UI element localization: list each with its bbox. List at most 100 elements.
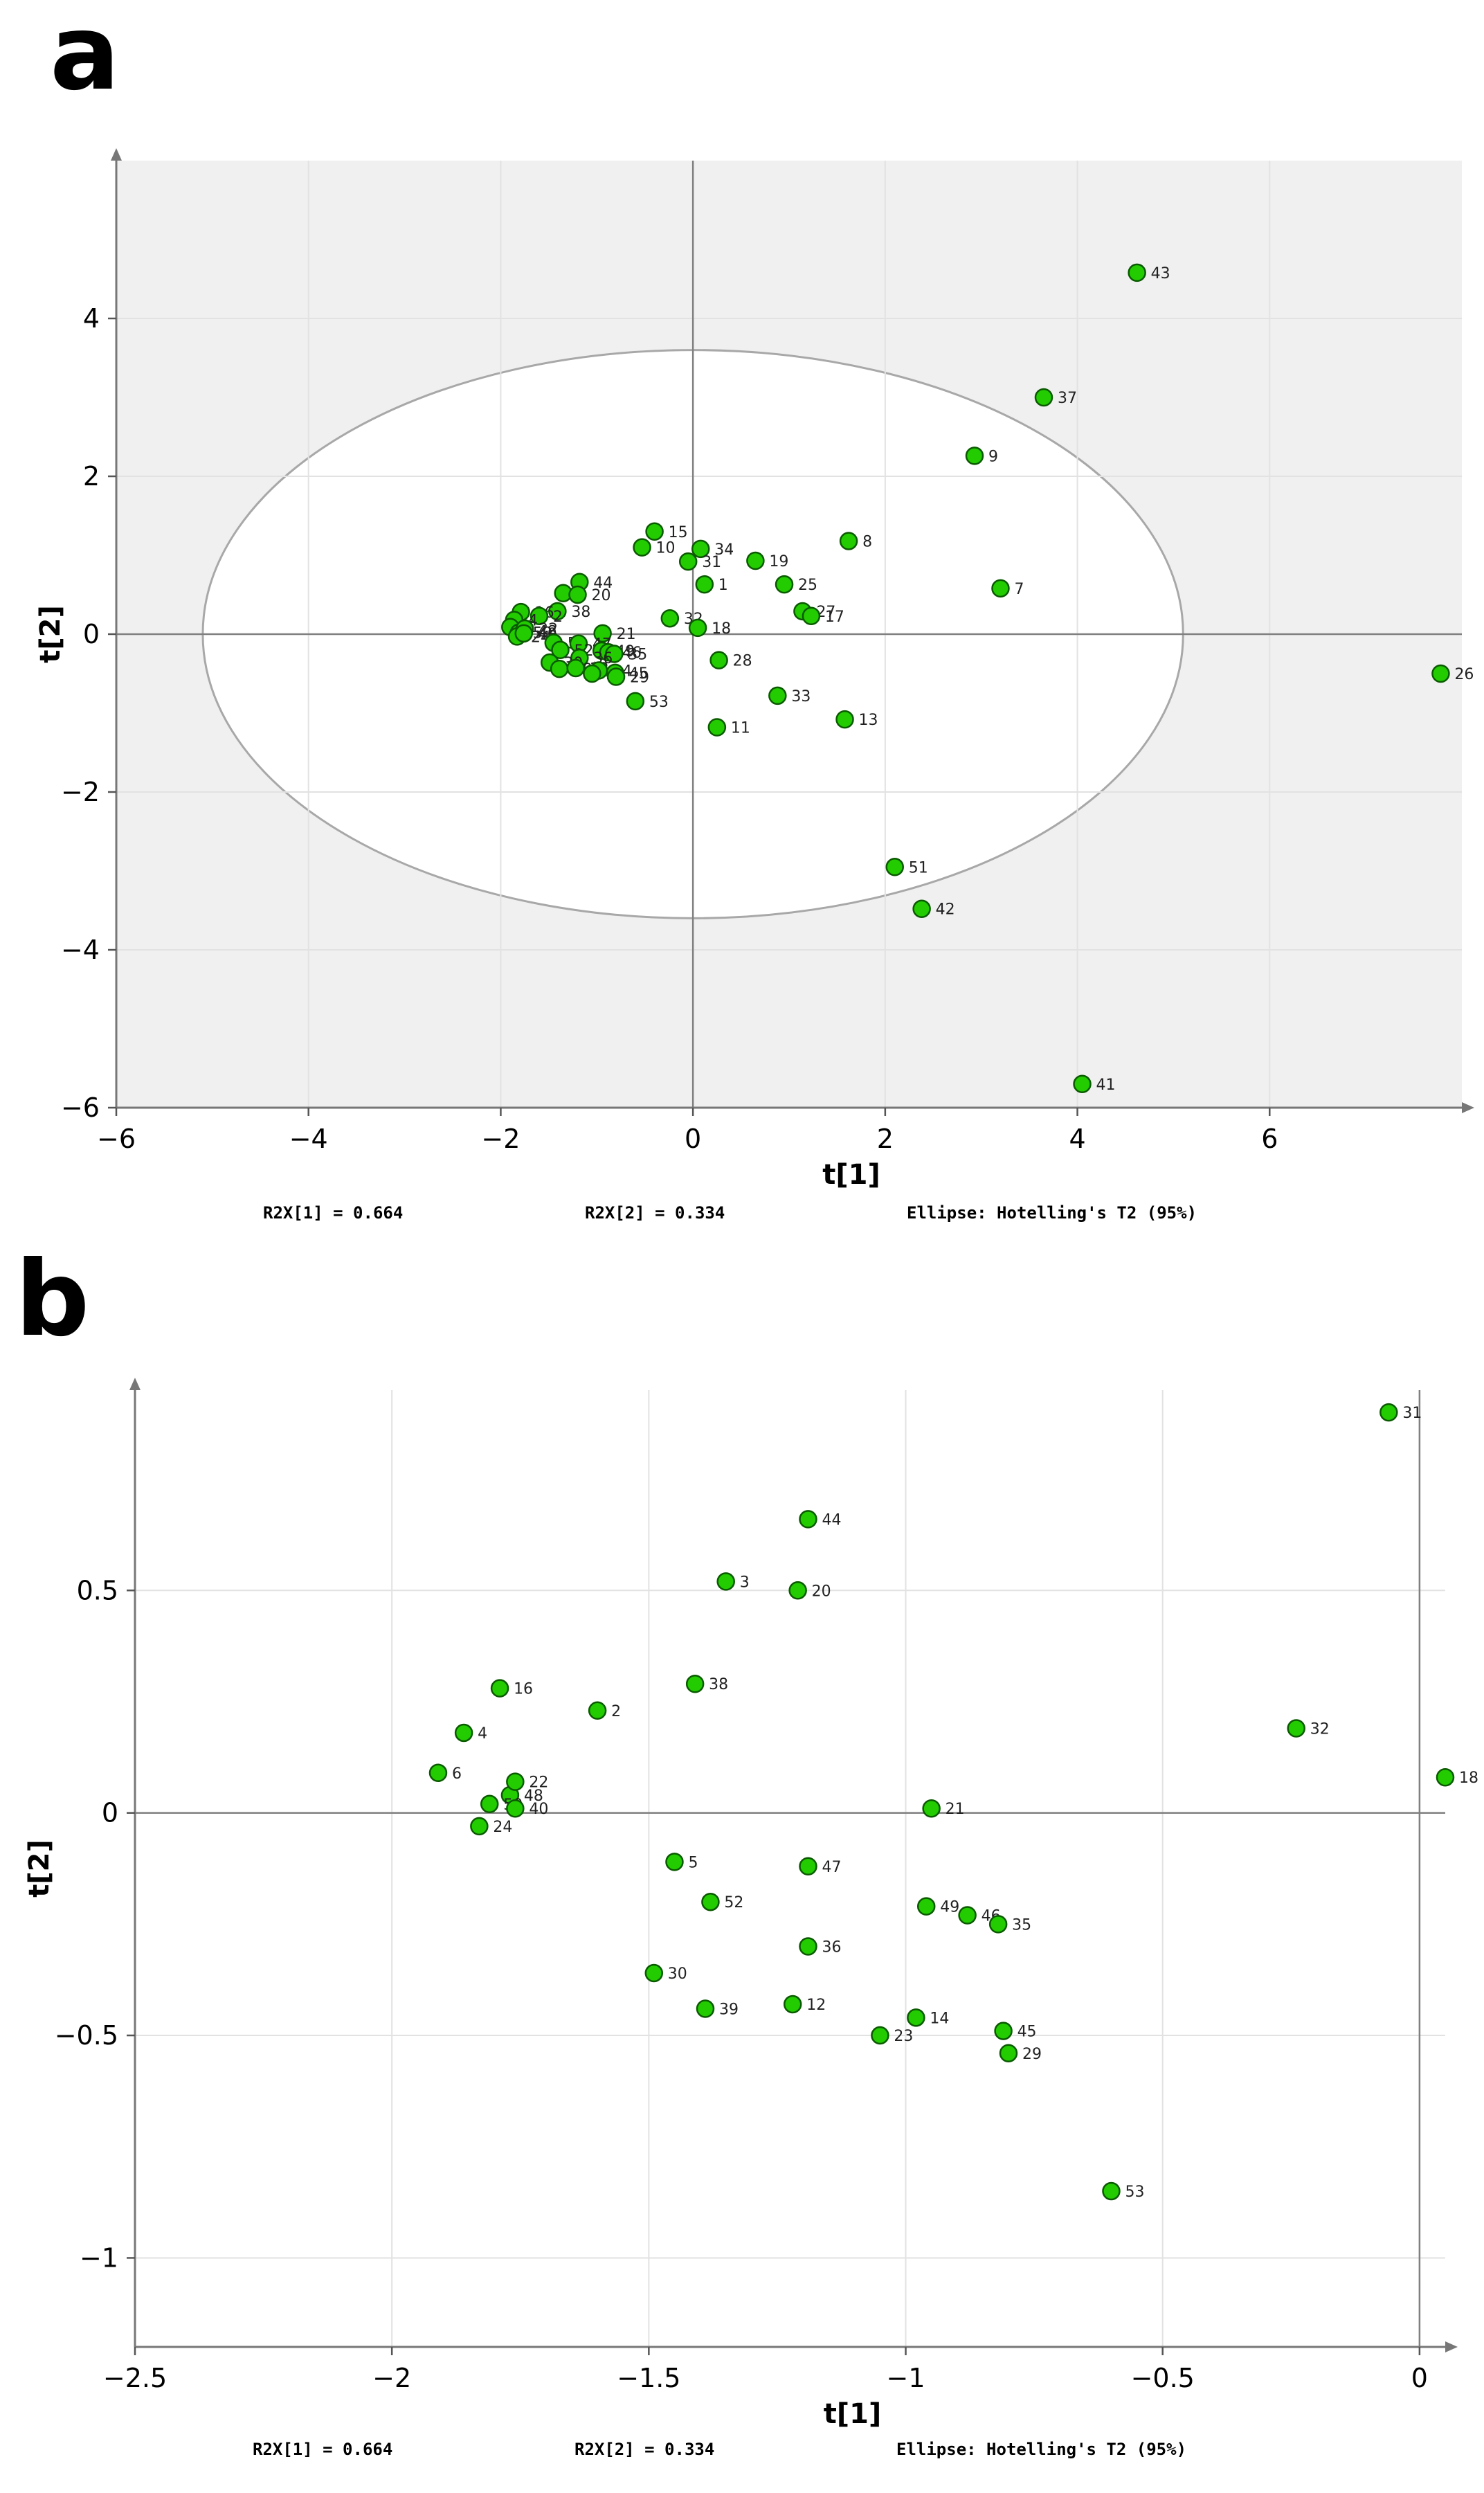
point-label-20: 20 [812, 1583, 831, 1600]
data-point-31 [678, 552, 698, 571]
point-label-44: 44 [822, 1511, 841, 1529]
panel-b-letter: b [15, 1239, 90, 1360]
point-label-26: 26 [1454, 666, 1474, 683]
x-tick-label: −1.5 [617, 2363, 680, 2393]
data-point-36 [799, 1937, 817, 1956]
data-point-52 [551, 640, 570, 660]
y-tick-label: 2 [83, 461, 100, 492]
point-label-9: 9 [988, 448, 998, 465]
r2x1-label: R2X[1] = 0.664 [253, 2440, 392, 2459]
y-tick-label: −4 [61, 935, 100, 965]
point-label-7: 7 [1014, 581, 1024, 598]
panel-a-letter: a [50, 0, 120, 114]
point-label-19: 19 [769, 553, 788, 570]
data-point-12 [566, 658, 585, 678]
point-label-30: 30 [668, 1965, 687, 1983]
ellipse-label: Ellipse: Hotelling's T2 (95%) [907, 1203, 1197, 1223]
data-point-38 [548, 602, 567, 621]
data-point-22 [506, 1772, 525, 1791]
point-label-41: 41 [1096, 1077, 1116, 1094]
point-label-35: 35 [1012, 1916, 1031, 1934]
data-point-6 [428, 1763, 448, 1783]
point-label-6: 6 [452, 1765, 462, 1783]
point-label-45: 45 [629, 665, 649, 683]
point-label-43: 43 [1151, 265, 1170, 282]
data-point-9 [965, 447, 984, 465]
point-label-45: 45 [1017, 2024, 1037, 2041]
x-tick-label: −2.5 [103, 2363, 167, 2393]
point-label-20: 20 [592, 587, 611, 604]
x-tick-label: −0.5 [1131, 2363, 1195, 2393]
data-point-18 [688, 618, 707, 638]
data-point-53 [1102, 2181, 1121, 2201]
x-tick-label: 6 [1261, 1124, 1278, 1154]
point-label-14: 14 [930, 2010, 949, 2027]
point-label-35: 35 [628, 647, 647, 664]
point-label-1: 1 [718, 577, 728, 594]
point-label-13: 13 [859, 712, 878, 729]
y-tick-label: −6 [61, 1092, 100, 1123]
data-point-8 [839, 532, 858, 550]
point-label-18: 18 [1459, 1770, 1478, 1787]
data-point-2 [530, 606, 549, 626]
data-point-50 [480, 1794, 499, 1814]
y-axis-arrow [111, 148, 122, 161]
y-axis-title: t[2] [24, 1839, 55, 1898]
point-label-51: 51 [909, 859, 928, 876]
point-label-3: 3 [740, 1574, 750, 1591]
data-point-17 [802, 606, 821, 626]
data-point-41 [1073, 1074, 1092, 1094]
data-point-39 [696, 1999, 715, 2018]
y-axis-title: t[2] [35, 605, 66, 663]
point-label-2: 2 [611, 1703, 621, 1720]
data-point-29 [606, 667, 626, 686]
data-point-32 [1287, 1719, 1305, 1738]
data-point-16 [490, 1679, 509, 1698]
data-point-13 [835, 710, 854, 729]
point-label-37: 37 [1058, 390, 1077, 407]
point-label-34: 34 [714, 541, 734, 559]
point-label-10: 10 [656, 540, 676, 557]
data-point-10 [633, 538, 651, 557]
data-point-1 [695, 575, 714, 594]
data-point-47 [799, 1857, 817, 1876]
point-label-18: 18 [712, 620, 731, 638]
data-point-40 [506, 1799, 525, 1818]
point-label-46: 46 [622, 645, 642, 662]
data-point-30 [644, 1963, 664, 1983]
point-label-15: 15 [669, 524, 688, 541]
y-tick-label: 0 [83, 619, 100, 649]
data-point-12 [783, 1995, 802, 2014]
plot-background [135, 1390, 1445, 2347]
data-point-31 [1379, 1403, 1398, 1422]
point-label-32: 32 [1310, 1721, 1330, 1738]
data-point-33 [768, 686, 787, 705]
data-point-35 [605, 645, 624, 663]
point-label-11: 11 [731, 720, 750, 737]
point-label-53: 53 [649, 694, 669, 711]
point-label-40: 40 [529, 1801, 548, 1818]
x-tick-label: −6 [97, 1124, 136, 1154]
data-point-46 [958, 1906, 977, 1925]
r2x2-label: R2X[2] = 0.334 [585, 1203, 725, 1223]
point-label-4: 4 [478, 1725, 487, 1743]
data-point-23 [583, 664, 601, 683]
point-label-24: 24 [493, 1819, 512, 1836]
point-label-38: 38 [709, 1676, 728, 1693]
point-label-12: 12 [806, 1997, 826, 2014]
x-axis-arrow [1445, 2341, 1458, 2352]
point-label-53: 53 [1125, 2184, 1144, 2201]
point-label-44: 44 [593, 575, 613, 592]
x-axis-title: t[1] [822, 1159, 880, 1191]
data-point-23 [871, 2026, 889, 2045]
data-point-26 [1431, 664, 1450, 683]
data-point-42 [912, 899, 931, 918]
data-point-3 [716, 1572, 735, 1591]
point-label-21: 21 [617, 626, 636, 643]
y-tick-label: −0.5 [55, 2020, 118, 2051]
data-point-20 [568, 585, 587, 604]
point-label-33: 33 [791, 688, 811, 705]
data-point-4 [454, 1723, 473, 1743]
data-point-52 [701, 1892, 720, 1911]
